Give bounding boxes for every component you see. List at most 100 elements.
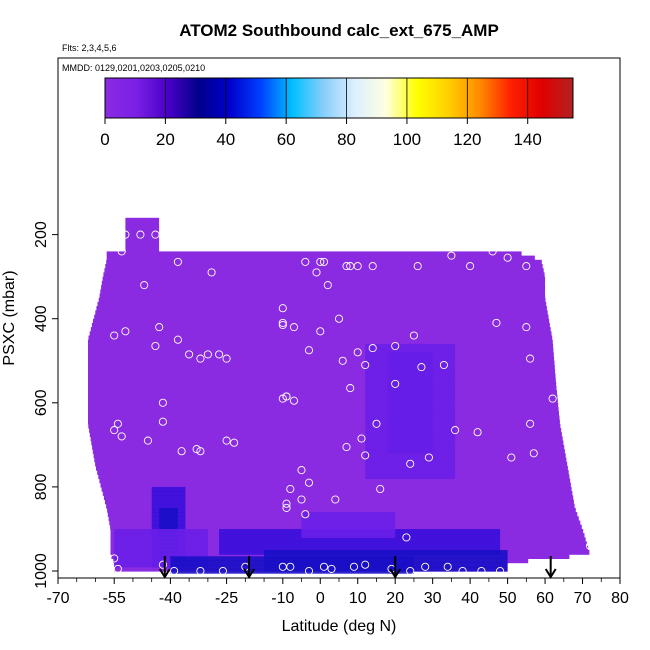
heatmap-row: [94, 314, 549, 320]
heatmap-enhanced-cell: [219, 537, 501, 543]
observation-point: [372, 419, 381, 428]
arrow-marker: [243, 556, 255, 579]
observation-point: [158, 398, 167, 407]
observation-point: [443, 562, 452, 571]
heatmap-enhanced-cell: [159, 524, 178, 530]
observation-point: [376, 484, 385, 494]
observation-point: [196, 354, 205, 363]
heatmap-enhanced-cell: [159, 520, 178, 526]
colorbar-tick-label: 60: [277, 130, 296, 149]
observation-point: [522, 262, 531, 271]
y-axis: 200 400 600 800 1000: [33, 221, 58, 589]
observation-point: [548, 394, 557, 403]
heatmap-enhanced-cell: [301, 529, 396, 534]
heatmap-enhanced-cell: [365, 423, 456, 429]
heatmap-row: [88, 398, 558, 404]
heatmap-enhanced-cell: [365, 436, 456, 442]
heatmap-enhanced-cell: [159, 507, 178, 513]
heatmap-enhanced-cell: [114, 550, 208, 555]
observation-point: [143, 436, 152, 445]
heatmap-row: [88, 402, 559, 408]
x-tick-label: -25: [215, 590, 238, 607]
heatmap-enhanced-cell: [365, 352, 456, 358]
heatmap-row: [99, 478, 571, 484]
observation-point: [526, 419, 535, 428]
colorbar-tick-label: 120: [453, 130, 481, 149]
observation-point: [466, 262, 475, 271]
heatmap-row: [105, 264, 543, 269]
heatmap-row: [91, 322, 550, 328]
observation-point: [342, 262, 351, 271]
observation-point: [218, 566, 227, 576]
heatmap-row: [105, 499, 574, 505]
heatmap-row: [107, 507, 576, 513]
observation-point: [196, 566, 205, 576]
y-tick-label: 1000: [33, 553, 50, 589]
heatmap-row: [104, 268, 544, 273]
observation-point: [334, 314, 344, 323]
colorbar-tick-label: 80: [337, 130, 356, 149]
heatmap-enhanced-cell: [159, 516, 178, 522]
heatmap-row: [125, 230, 160, 236]
observation-point: [278, 304, 287, 313]
heatmap-enhanced-cell: [170, 556, 414, 562]
observation-point: [361, 560, 370, 569]
heatmap-enhanced-cell: [365, 377, 456, 383]
observation-point: [391, 341, 400, 351]
observation-point: [151, 230, 160, 239]
heatmap-enhanced-cell: [365, 461, 456, 467]
heatmap-enhanced-cell: [170, 560, 414, 566]
observation-point: [413, 262, 422, 271]
observation-point: [357, 434, 366, 443]
y-tick-label: 400: [33, 305, 50, 332]
heatmap-row: [88, 415, 560, 421]
heatmap-enhanced-cell: [219, 545, 501, 551]
observation-point: [301, 257, 310, 266]
heatmap-row: [88, 335, 553, 341]
heatmap-enhanced-cell: [365, 415, 456, 421]
chart-title: ATOM2 Southbound calc_ext_675_AMP: [179, 21, 499, 40]
observation-point: [113, 564, 122, 573]
heatmap-enhanced-cell: [301, 524, 396, 530]
observation-point: [342, 442, 351, 452]
observation-point: [140, 281, 149, 290]
observation-point: [215, 350, 224, 359]
x-tick-label: 40: [461, 590, 479, 607]
heatmap-row: [88, 381, 557, 387]
heatmap-enhanced-cell: [114, 545, 208, 551]
flights-annotation: Flts: 2,3,4,5,6: [62, 43, 117, 53]
observation-point: [185, 350, 194, 359]
heatmap-enhanced-cell: [365, 411, 456, 416]
heatmap-enhanced-cell: [114, 533, 208, 538]
heatmap-enhanced-cell: [365, 348, 456, 353]
heatmap-enhanced-cell: [365, 356, 456, 362]
colorbar-ticks: 0 20 40 60 80 100 120 140: [100, 78, 542, 149]
x-tick-label: 60: [536, 590, 554, 607]
observation-point: [110, 331, 119, 340]
observation-point: [297, 495, 306, 504]
x-tick-label: 80: [611, 590, 629, 607]
observation-point: [368, 262, 377, 271]
heatmap-row: [88, 390, 557, 395]
observation-point: [304, 346, 314, 355]
observation-point: [110, 554, 119, 563]
y-tick-label: 600: [33, 389, 50, 416]
observation-point: [361, 360, 370, 370]
heatmap-row: [125, 217, 160, 223]
observation-point: [473, 428, 482, 437]
heatmap-row: [93, 453, 566, 459]
x-axis-label: Latitude (deg N): [282, 618, 397, 635]
heatmap-enhanced-cell: [151, 495, 186, 501]
heatmap-enhanced-cell: [365, 390, 456, 395]
heatmap-enhanced-cell: [365, 465, 456, 471]
heatmap-field: [88, 217, 590, 574]
x-tick-label: 30: [424, 590, 442, 607]
heatmap-enhanced-cell: [114, 541, 208, 547]
observation-point: [286, 562, 295, 571]
observation-point: [421, 562, 430, 571]
arrow-marker: [158, 556, 171, 579]
heatmap-row: [125, 247, 160, 252]
heatmap-enhanced-cell: [114, 562, 208, 568]
observation-point: [155, 323, 164, 332]
